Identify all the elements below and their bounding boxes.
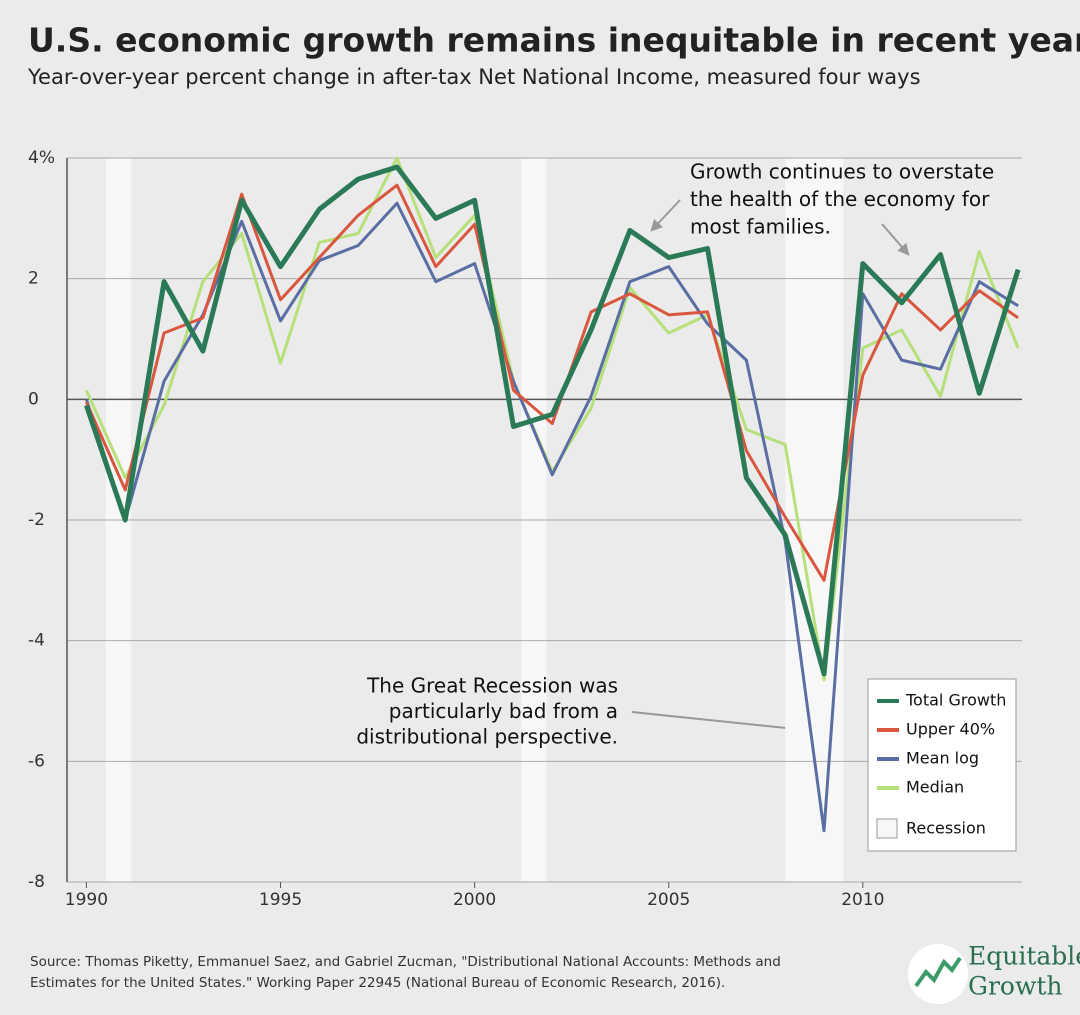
annotation: Growth continues to overstate [690, 160, 994, 184]
source: Estimates for the United States." Workin… [30, 975, 725, 991]
series-line [84, 201, 1019, 833]
y-tick-label: 0 [28, 389, 39, 409]
annotation-arrow [881, 223, 910, 256]
logo-text: Growth [968, 972, 1063, 1001]
annotation-arrow [631, 711, 799, 734]
series-line [84, 164, 1021, 677]
annotation: distributional perspective. [356, 725, 618, 749]
annotation: most families. [690, 215, 831, 239]
x-tick-label: 2005 [647, 890, 690, 910]
y-tick-label: -8 [28, 872, 45, 892]
x-tick-label: 1995 [259, 890, 302, 910]
series-line [85, 183, 1019, 582]
y-tick-label: -6 [28, 751, 45, 771]
annotation: The Great Recession was [366, 674, 618, 698]
legend-swatch [876, 818, 898, 839]
legend-label: Recession [906, 819, 986, 838]
chart-title: U.S. economic growth remains inequitable… [28, 21, 1080, 60]
source: Source: Thomas Piketty, Emmanuel Saez, a… [30, 954, 781, 970]
legend-label: Median [906, 778, 964, 797]
annotation: the health of the economy for [690, 187, 990, 211]
logo: Equitable Growth [908, 942, 1080, 1004]
y-tick-label: -4 [28, 631, 45, 651]
legend-label: Upper 40% [906, 720, 995, 739]
logo-text: Equitable [968, 942, 1080, 971]
chart-subtitle: Year-over-year percent change in after-t… [27, 65, 921, 89]
legend-label: Total Growth [905, 691, 1006, 710]
legend-label: Mean log [906, 749, 979, 768]
x-tick-label: 2010 [841, 890, 884, 910]
x-tick-label: 2000 [453, 890, 496, 910]
y-tick-label: 4% [28, 148, 55, 168]
annotation-arrow [650, 199, 681, 232]
annotation: particularly bad from a [389, 699, 618, 723]
y-tick-label: 2 [28, 269, 39, 289]
x-tick-label: 1990 [65, 890, 108, 910]
y-tick-label: -2 [28, 510, 45, 530]
